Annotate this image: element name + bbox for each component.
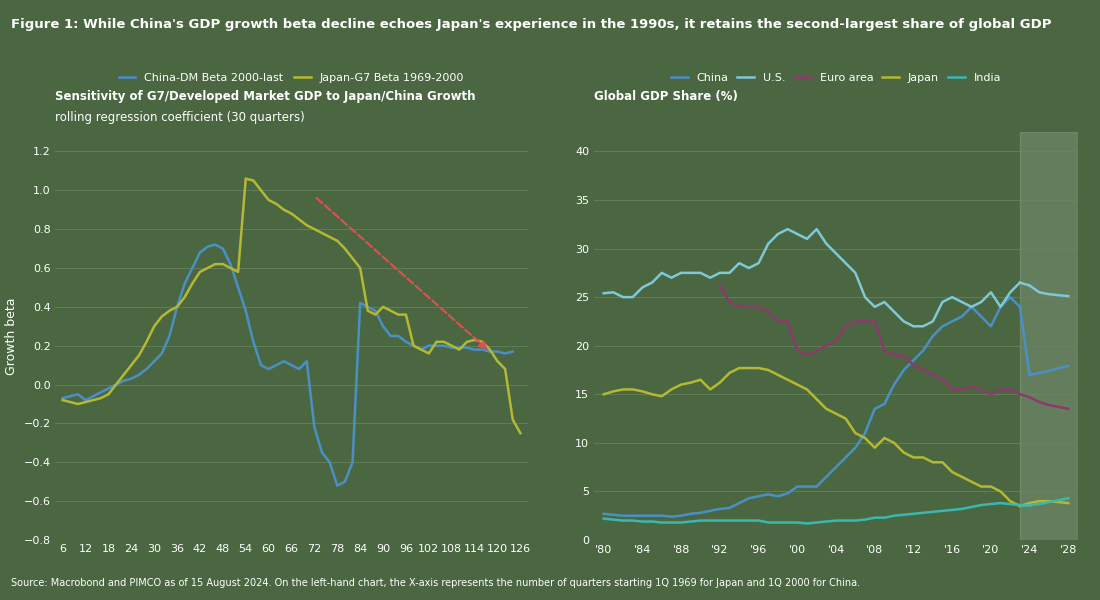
Bar bbox=[1020, 132, 1078, 540]
Text: rolling regression coefficient (30 quarters): rolling regression coefficient (30 quart… bbox=[55, 111, 305, 124]
Y-axis label: Growth beta: Growth beta bbox=[6, 297, 19, 375]
Text: Source: Macrobond and PIMCO as of 15 August 2024. On the left-hand chart, the X-: Source: Macrobond and PIMCO as of 15 Aug… bbox=[11, 578, 860, 588]
Text: Sensitivity of G7/Developed Market GDP to Japan/China Growth: Sensitivity of G7/Developed Market GDP t… bbox=[55, 90, 475, 103]
Legend: China-DM Beta 2000-last, Japan-G7 Beta 1969-2000: China-DM Beta 2000-last, Japan-G7 Beta 1… bbox=[114, 68, 469, 87]
Text: Figure 1: While China's GDP growth beta decline echoes Japan's experience in the: Figure 1: While China's GDP growth beta … bbox=[11, 18, 1052, 31]
Text: Global GDP Share (%): Global GDP Share (%) bbox=[594, 90, 738, 103]
Legend: China, U.S., Euro area, Japan, India: China, U.S., Euro area, Japan, India bbox=[667, 68, 1005, 87]
